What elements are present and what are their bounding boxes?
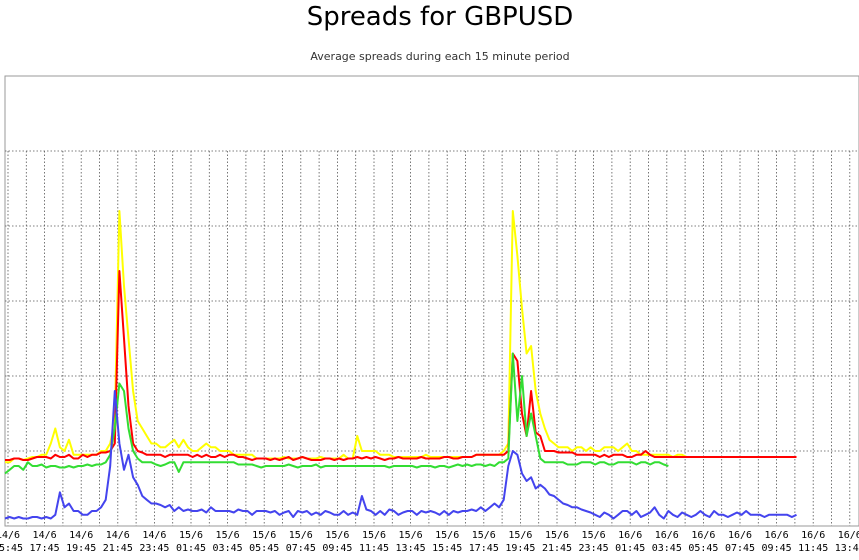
x-tick-date-19: 16/6	[691, 530, 715, 541]
x-tick-date-14: 15/6	[508, 530, 532, 541]
x-tick-date-20: 16/6	[728, 530, 752, 541]
x-tick-time-18: 03:45	[652, 543, 682, 554]
x-tick-date-11: 15/6	[399, 530, 423, 541]
x-tick-time-15: 21:45	[542, 543, 572, 554]
x-tick-time-0: 15:45	[0, 543, 23, 554]
x-tick-date-0: 14/6	[0, 530, 20, 541]
series-line-3	[4, 390, 797, 520]
x-tick-time-4: 23:45	[139, 543, 169, 554]
x-tick-date-7: 15/6	[252, 530, 276, 541]
x-tick-date-22: 16/6	[801, 530, 825, 541]
x-tick-date-17: 16/6	[618, 530, 642, 541]
x-tick-time-8: 07:45	[286, 543, 316, 554]
x-tick-date-3: 14/6	[106, 530, 130, 541]
x-tick-time-12: 15:45	[432, 543, 462, 554]
x-tick-time-2: 19:45	[66, 543, 96, 554]
series-layer	[4, 210, 797, 520]
x-tick-time-6: 03:45	[213, 543, 243, 554]
x-tick-time-21: 09:45	[762, 543, 792, 554]
x-tick-time-11: 13:45	[396, 543, 426, 554]
x-axis-ticks: 14/6 15:45 14/6 17:45 14/6 19:45 14/6 21:45 14/6…	[0, 530, 859, 554]
x-tick-date-15: 15/6	[545, 530, 569, 541]
x-tick-time-22: 11:45	[798, 543, 828, 554]
x-tick-time-7: 05:45	[249, 543, 279, 554]
chart-subtitle: Average spreads during each 15 minute pe…	[310, 50, 570, 63]
x-tick-date-12: 15/6	[435, 530, 459, 541]
x-tick-time-23: 13:45	[835, 543, 859, 554]
x-tick-time-17: 01:45	[615, 543, 645, 554]
x-tick-time-19: 05:45	[688, 543, 718, 554]
chart-title: Spreads for GBPUSD	[306, 2, 574, 32]
x-tick-date-8: 15/6	[289, 530, 313, 541]
x-tick-time-14: 19:45	[505, 543, 535, 554]
x-tick-date-9: 15/6	[325, 530, 349, 541]
x-tick-date-6: 15/6	[216, 530, 240, 541]
x-tick-time-13: 17:45	[469, 543, 499, 554]
x-tick-time-3: 21:45	[103, 543, 133, 554]
x-tick-date-18: 16/6	[655, 530, 679, 541]
x-tick-time-1: 17:45	[30, 543, 60, 554]
x-tick-time-9: 09:45	[322, 543, 352, 554]
x-tick-date-23: 16/6	[838, 530, 859, 541]
series-line-1	[5, 270, 797, 461]
x-tick-time-20: 07:45	[725, 543, 755, 554]
x-tick-time-10: 11:45	[359, 543, 389, 554]
series-line-0	[5, 210, 783, 464]
series-line-2	[4, 352, 669, 475]
x-tick-date-4: 14/6	[142, 530, 166, 541]
x-tick-time-16: 23:45	[579, 543, 609, 554]
x-tick-date-16: 15/6	[582, 530, 606, 541]
x-tick-date-1: 14/6	[33, 530, 57, 541]
x-tick-date-21: 16/6	[765, 530, 789, 541]
x-tick-date-5: 15/6	[179, 530, 203, 541]
x-tick-date-10: 15/6	[362, 530, 386, 541]
x-tick-date-13: 15/6	[472, 530, 496, 541]
x-tick-time-5: 01:45	[176, 543, 206, 554]
x-tick-date-2: 14/6	[69, 530, 93, 541]
